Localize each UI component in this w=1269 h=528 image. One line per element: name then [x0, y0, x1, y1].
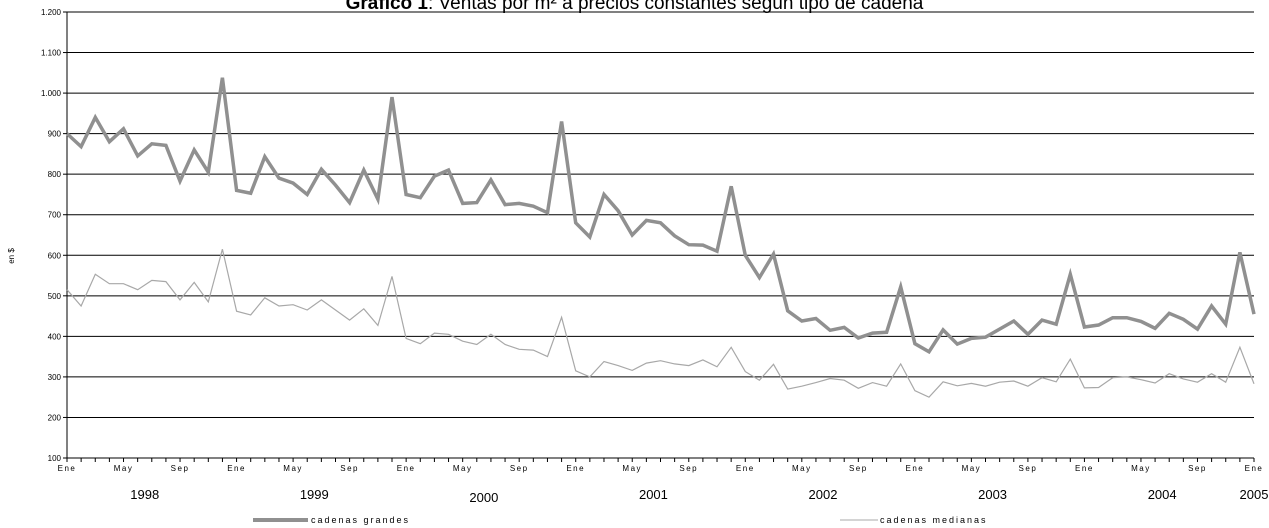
legend: cadenas grandes cadenas medianas — [253, 515, 988, 525]
y-tick-label: 800 — [48, 170, 62, 179]
x-axis: Ene May Sep Ene May Sep Ene May Sep Ene May Sep Ene M… — [58, 457, 1269, 505]
x-tick-label: May — [283, 464, 303, 473]
y-tick-label: 600 — [48, 251, 62, 260]
x-tick-label: Ene — [397, 464, 416, 473]
grid-lines — [67, 11, 1254, 459]
y-tick-label: 400 — [48, 332, 62, 341]
x-tick-label: Sep — [1188, 464, 1207, 473]
x-tick-label: Sep — [510, 464, 529, 473]
x-tick-label: Sep — [171, 464, 190, 473]
x-tick-label: Ene — [58, 464, 77, 473]
year-label: 1999 — [300, 487, 329, 502]
x-tick-label: Ene — [736, 464, 755, 473]
x-tick-label: Sep — [849, 464, 868, 473]
year-label: 2000 — [469, 490, 498, 505]
y-tick-label: 1.000 — [41, 89, 62, 98]
year-label: 1998 — [130, 487, 159, 502]
series-line-grandes — [65, 77, 1256, 355]
y-tick-label: 1.200 — [41, 8, 62, 17]
x-tick-label: Ene — [905, 464, 924, 473]
series-lines — [65, 77, 1256, 398]
chart-title-bold: Gráfico 1 — [345, 0, 428, 14]
chart-title-rest: : Ventas por m² a precios constantes seg… — [428, 0, 924, 14]
y-tick-label: 900 — [48, 130, 62, 139]
x-tick-label: Ene — [1075, 464, 1094, 473]
chart-title: Gráfico 1: Ventas por m² a precios const… — [0, 0, 1269, 15]
x-tick-label: Ene — [227, 464, 246, 473]
x-tick-label: Ene — [566, 464, 585, 473]
y-axis-label: en $ — [7, 248, 16, 264]
x-tick-label: Sep — [1019, 464, 1038, 473]
x-tick-label: Ene — [1245, 464, 1264, 473]
x-tick-label: May — [792, 464, 812, 473]
series-line-medianas — [66, 249, 1255, 398]
y-tick-label: 200 — [48, 413, 62, 422]
y-tick-label: 700 — [48, 211, 62, 220]
year-label: 2005 — [1240, 487, 1269, 502]
legend-label-medianas: cadenas medianas — [880, 515, 988, 525]
y-axis: 100 200 300 400 500 600 700 800 900 1.000 1.100 1.2… — [41, 8, 68, 463]
x-tick-label: May — [622, 464, 642, 473]
x-tick-label: May — [114, 464, 134, 473]
y-tick-label: 100 — [48, 454, 62, 463]
x-tick-label: May — [962, 464, 982, 473]
year-label: 2001 — [639, 487, 668, 502]
year-label: 2002 — [809, 487, 838, 502]
year-label: 2004 — [1148, 487, 1177, 502]
x-tick-label: Sep — [679, 464, 698, 473]
legend-label-grandes: cadenas grandes — [311, 515, 410, 525]
y-tick-label: 1.100 — [41, 49, 62, 58]
y-tick-label: 500 — [48, 292, 62, 301]
x-tick-label: Sep — [340, 464, 359, 473]
x-tick-label: May — [453, 464, 473, 473]
x-tick-label: May — [1131, 464, 1151, 473]
year-label: 2003 — [978, 487, 1007, 502]
y-tick-label: 300 — [48, 373, 62, 382]
